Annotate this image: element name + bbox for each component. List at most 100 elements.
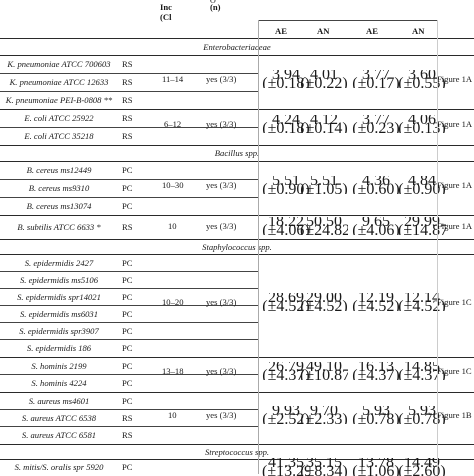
group: RS	[122, 95, 133, 105]
group: PC	[122, 462, 133, 472]
sh-growth: yes (3/3)	[206, 366, 237, 376]
header-org-partial: O	[210, 0, 216, 5]
organism: B. cereus ms13074	[26, 201, 92, 211]
bs-figure-link[interactable]: Figure 1A	[437, 221, 473, 231]
kp-figure-link[interactable]: Figure 1A	[437, 74, 473, 84]
section-staphylococcus: Staphylococcus spp.	[202, 242, 272, 252]
header-an-1: AN	[317, 26, 330, 36]
rule	[0, 179, 258, 180]
group: PC	[122, 309, 133, 319]
sa-growth: yes (3/3)	[206, 410, 237, 420]
se-range: 10–20	[162, 297, 184, 307]
table-row: E. coli ATCC 25922 RS	[0, 110, 474, 126]
ec-ae-1: 4.24 (±0.18)	[262, 115, 310, 133]
column-divider	[258, 20, 259, 474]
kp-an-2: 3.60 (±0.55)	[398, 70, 446, 88]
column-divider	[437, 20, 438, 474]
rule	[0, 374, 258, 375]
table-row: S. epidermidis ms5106 PC	[0, 272, 474, 288]
rule	[0, 161, 474, 162]
header-incubation-partial-2: (Cl	[160, 12, 172, 22]
header-an-2: AN	[412, 26, 425, 36]
group: PC	[122, 396, 133, 406]
kp-ae-2: 3.77 (±0.17)	[352, 70, 400, 88]
rule	[0, 322, 258, 323]
sh-range: 13–18	[162, 366, 184, 376]
table-row: B. subtilis ATCC 6633 * RS	[0, 216, 474, 238]
table-row: S. epidermidis spr14021 PC	[0, 289, 474, 305]
group: PC	[122, 361, 133, 371]
sh-ae-2: 16.13 (±4.37)	[352, 362, 400, 380]
organism: S. aureus ms4601	[28, 396, 90, 406]
table-row: S. epidermidis 186 PC	[0, 340, 474, 356]
table-row: B. cereus ms13074 PC	[0, 198, 474, 214]
sa-figure-link[interactable]: Figure 1B	[437, 410, 472, 420]
group: PC	[122, 343, 133, 353]
group: PC	[122, 201, 133, 211]
group: RS	[122, 113, 133, 123]
sh-an-1: 49.10(±10.87)	[300, 362, 348, 380]
group: PC	[122, 275, 133, 285]
group: PC	[122, 258, 133, 268]
table-row: S. hominis 2199 PC	[0, 358, 474, 374]
rule	[0, 357, 474, 358]
organism: S. mitis/S. oralis spr 5920	[14, 462, 104, 472]
ec-range: 6–12	[164, 119, 182, 129]
rule	[0, 239, 474, 240]
sa-an-1: 9.70 (±2.33)	[300, 406, 348, 424]
organism: K. pneumoniae ATCC 12633	[9, 77, 109, 87]
kp-range: 11–14	[162, 74, 184, 84]
rule	[0, 197, 258, 198]
se-ae-2: 12.19 (±4.52)	[352, 293, 400, 311]
group: RS	[122, 413, 133, 423]
rule	[0, 109, 474, 110]
organism: B. cereus ms9310	[28, 183, 90, 193]
rule	[0, 426, 258, 427]
bc-figure-link[interactable]: Figure 1A	[437, 180, 473, 190]
organism: S. hominis 4224	[31, 378, 87, 388]
rule	[0, 288, 258, 289]
table-row: S. epidermidis spr3907 PC	[0, 323, 474, 339]
group: PC	[122, 292, 133, 302]
rule	[0, 305, 258, 306]
organism: S. epidermidis ms6031	[19, 309, 99, 319]
ec-growth: yes (3/3)	[206, 119, 237, 129]
rule	[0, 145, 474, 146]
table-row: K. pneumoniae ATCC 700603 RS	[0, 56, 474, 72]
rule	[0, 459, 474, 460]
rule	[0, 409, 258, 410]
header-growth-partial: (n)	[210, 2, 221, 12]
header-rule	[0, 38, 474, 39]
rule	[0, 271, 258, 272]
rule	[0, 392, 474, 393]
group: RS	[122, 222, 133, 232]
se-figure-link[interactable]: Figure 1C	[437, 297, 472, 307]
bs-an-2: 29.99(±14.87)	[398, 217, 446, 235]
ec-figure-link[interactable]: Figure 1A	[437, 119, 473, 129]
rule	[0, 339, 258, 340]
organism: S. epidermidis spr14021	[17, 292, 101, 302]
bc-growth: yes (3/3)	[206, 180, 237, 190]
group: RS	[122, 430, 133, 440]
ec-ae-2: 3.77 (±0.23)	[352, 115, 400, 133]
organism: S. aureus ATCC 6538	[21, 413, 97, 423]
group: PC	[122, 183, 133, 193]
sh-figure-link[interactable]: Figure 1C	[437, 366, 472, 376]
rule	[0, 254, 474, 255]
organism: S. epidermidis 186	[26, 343, 92, 353]
organism: B. subtilis ATCC 6633 *	[17, 222, 101, 232]
organism: S. epidermidis 2427	[24, 258, 94, 268]
bs-range: 10	[168, 221, 177, 231]
header-ae-2: AE	[366, 26, 378, 36]
section-streptococcus: Streptococcus spp.	[204, 447, 270, 457]
ec-an-1: 4.12 (±0.14)	[300, 115, 348, 133]
se-ae-1: 28.69 (±4.52)	[262, 293, 310, 311]
table-row: E. coli ATCC 35218 RS	[0, 128, 474, 144]
organism: E. coli ATCC 25922	[24, 113, 94, 123]
rule	[0, 215, 474, 216]
group: PC	[122, 378, 133, 388]
bc-an-2: 4.84 (±0.90)	[398, 176, 446, 194]
sa-ae-2: 5.93 (±0.78)	[352, 406, 400, 424]
bs-ae-1: 18.22 (±4.06)	[262, 217, 310, 235]
organism: S. epidermidis ms5106	[19, 275, 99, 285]
